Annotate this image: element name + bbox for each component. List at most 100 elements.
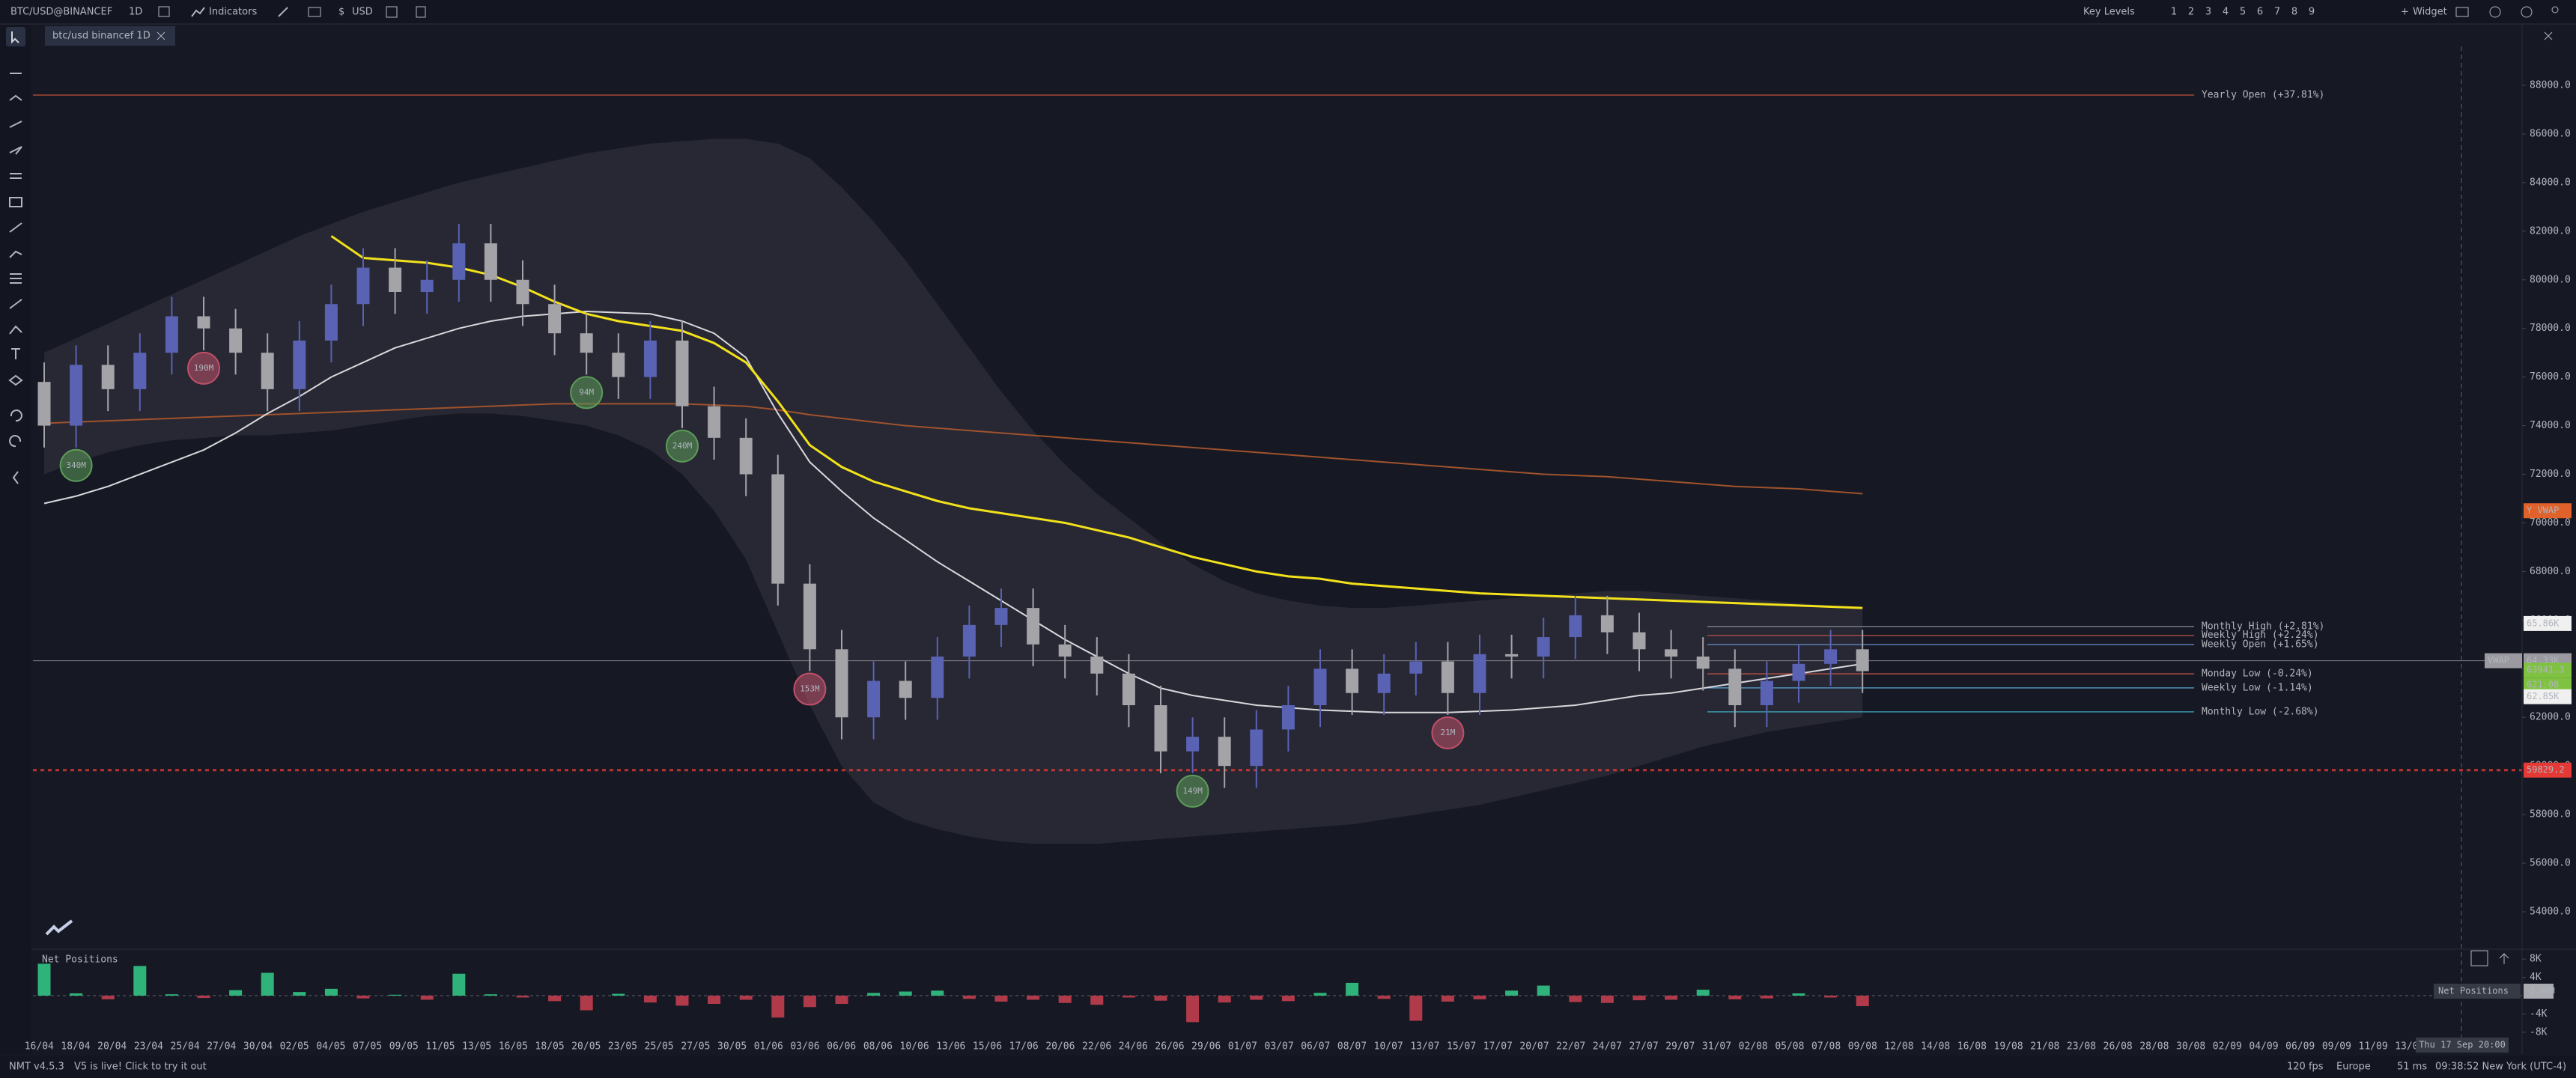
logo xyxy=(45,919,73,936)
fib-tool[interactable] xyxy=(10,273,22,284)
preset-button[interactable]: 4 xyxy=(2223,7,2229,18)
countdown-box xyxy=(2524,677,2572,693)
x-tick-label: 07/08 xyxy=(1811,1041,1841,1053)
net-pane-title: Net Positions xyxy=(42,954,118,966)
clock: 09:38:52 New York (UTC-4) xyxy=(2435,1062,2566,1073)
y-tick-label: 68000.0 xyxy=(2530,566,2571,577)
net-position-bar xyxy=(452,973,466,996)
net-position-bar xyxy=(293,992,306,996)
settings-button[interactable] xyxy=(2489,6,2501,18)
net-position-bar xyxy=(1122,996,1135,998)
theme-button[interactable] xyxy=(2521,6,2533,18)
price-tag-prefix-box xyxy=(2485,653,2522,669)
path-tool[interactable] xyxy=(9,121,22,128)
net-position-bar xyxy=(1696,990,1710,996)
region-select[interactable]: Europe xyxy=(2336,1062,2371,1073)
candle-body xyxy=(580,333,593,353)
net-position-bar xyxy=(197,996,210,999)
x-tick-label: 10/06 xyxy=(900,1041,929,1053)
net-tag-title-box xyxy=(2434,984,2521,999)
text-tool[interactable] xyxy=(11,348,20,359)
net-position-bar xyxy=(580,996,593,1011)
pitchfork-tool[interactable] xyxy=(9,94,22,101)
moving-average xyxy=(43,403,1863,495)
undo-button[interactable] xyxy=(10,409,22,422)
symbol-button[interactable]: BTC/USD@BINANCEF xyxy=(10,7,112,18)
x-tick-label: 13/07 xyxy=(1410,1041,1439,1053)
net-position-bar xyxy=(1058,996,1072,1003)
candle-body xyxy=(516,279,529,305)
x-tick-label: 04/05 xyxy=(316,1041,345,1053)
interval-button[interactable]: 1D xyxy=(129,7,142,18)
x-tick-label: 06/09 xyxy=(2285,1041,2315,1053)
net-position-bar xyxy=(994,996,1008,1002)
x-tick-label: 01/06 xyxy=(754,1041,783,1053)
x-tick-label: 20/07 xyxy=(1519,1041,1549,1053)
account-button[interactable] xyxy=(2551,6,2559,13)
brush-tool[interactable] xyxy=(9,222,22,233)
candle-body xyxy=(293,340,306,389)
x-tick-label: 17/06 xyxy=(1009,1041,1039,1053)
net-position-bar xyxy=(1473,996,1486,999)
fullscreen-button[interactable] xyxy=(386,6,398,18)
ruler-tool[interactable] xyxy=(9,299,22,309)
net-position-bar xyxy=(771,996,785,1018)
net-position-bar xyxy=(37,963,51,996)
y-tick-label: 72000.0 xyxy=(2530,469,2571,480)
net-position-bar xyxy=(516,996,529,998)
candle-body xyxy=(261,353,274,389)
net-y-tick-label: 4K xyxy=(2530,972,2542,983)
chart-type-button[interactable] xyxy=(158,6,170,17)
currency-button[interactable]: USD xyxy=(352,7,373,18)
net-position-bar xyxy=(324,988,338,996)
folder-button[interactable] xyxy=(308,7,321,17)
screenshot-button[interactable] xyxy=(2455,7,2469,17)
move-pane-button[interactable] xyxy=(2499,953,2509,964)
net-position-bar xyxy=(548,996,562,1002)
x-tick-label: 30/05 xyxy=(717,1041,747,1053)
x-tick-label: 16/05 xyxy=(499,1041,528,1053)
preset-button[interactable]: 1 xyxy=(2171,7,2177,18)
cursor-tool[interactable] xyxy=(6,27,25,46)
arrow-tool[interactable] xyxy=(9,146,22,155)
close-window-button[interactable] xyxy=(2544,31,2553,40)
bollinger-band xyxy=(44,138,1863,844)
indicators-button[interactable]: Indicators xyxy=(209,7,257,18)
candle-body xyxy=(1154,704,1167,752)
rectangle-tool[interactable] xyxy=(9,197,22,207)
parallel-tool[interactable] xyxy=(10,173,22,179)
y-tick-label: 58000.0 xyxy=(2530,809,2571,820)
draw-button[interactable] xyxy=(278,7,288,17)
x-tick-label: 16/08 xyxy=(1957,1041,1987,1053)
preset-button[interactable]: 6 xyxy=(2257,7,2263,18)
preset-button[interactable]: 8 xyxy=(2291,7,2297,18)
redo-button[interactable] xyxy=(9,435,22,448)
update-notice[interactable]: V5 is live! Click to try it out xyxy=(74,1062,207,1073)
layout-button[interactable]: Key Levels xyxy=(2083,7,2135,18)
x-tick-label: 15/07 xyxy=(1447,1041,1476,1053)
save-button[interactable] xyxy=(416,6,426,18)
layers-tool[interactable] xyxy=(8,374,23,386)
maximize-pane-button[interactable] xyxy=(2470,950,2488,966)
price-tag xyxy=(2524,615,2572,631)
x-tick-label: 05/08 xyxy=(1775,1041,1804,1053)
preset-button[interactable]: 7 xyxy=(2274,7,2280,18)
widget-button[interactable]: Widget xyxy=(2413,7,2447,18)
y-tick-label: 84000.0 xyxy=(2530,177,2571,188)
preset-button[interactable]: 3 xyxy=(2205,7,2211,18)
close-tab-button[interactable] xyxy=(157,31,165,40)
preset-button[interactable]: 9 xyxy=(2309,7,2315,18)
net-position-bar xyxy=(675,996,689,1006)
forecast-tool[interactable] xyxy=(9,325,22,335)
preset-button[interactable]: 2 xyxy=(2188,7,2194,18)
chart-tab[interactable] xyxy=(45,26,175,46)
net-position-bar xyxy=(356,996,370,999)
candle-body xyxy=(389,267,402,293)
candle-body xyxy=(133,353,147,389)
candle-body xyxy=(165,316,178,353)
candle-body xyxy=(1441,661,1454,693)
collapse-button[interactable] xyxy=(12,471,19,484)
trend-tool[interactable] xyxy=(9,250,22,258)
price-tag-label: 65.86K xyxy=(2527,618,2560,628)
preset-button[interactable]: 5 xyxy=(2240,7,2246,18)
